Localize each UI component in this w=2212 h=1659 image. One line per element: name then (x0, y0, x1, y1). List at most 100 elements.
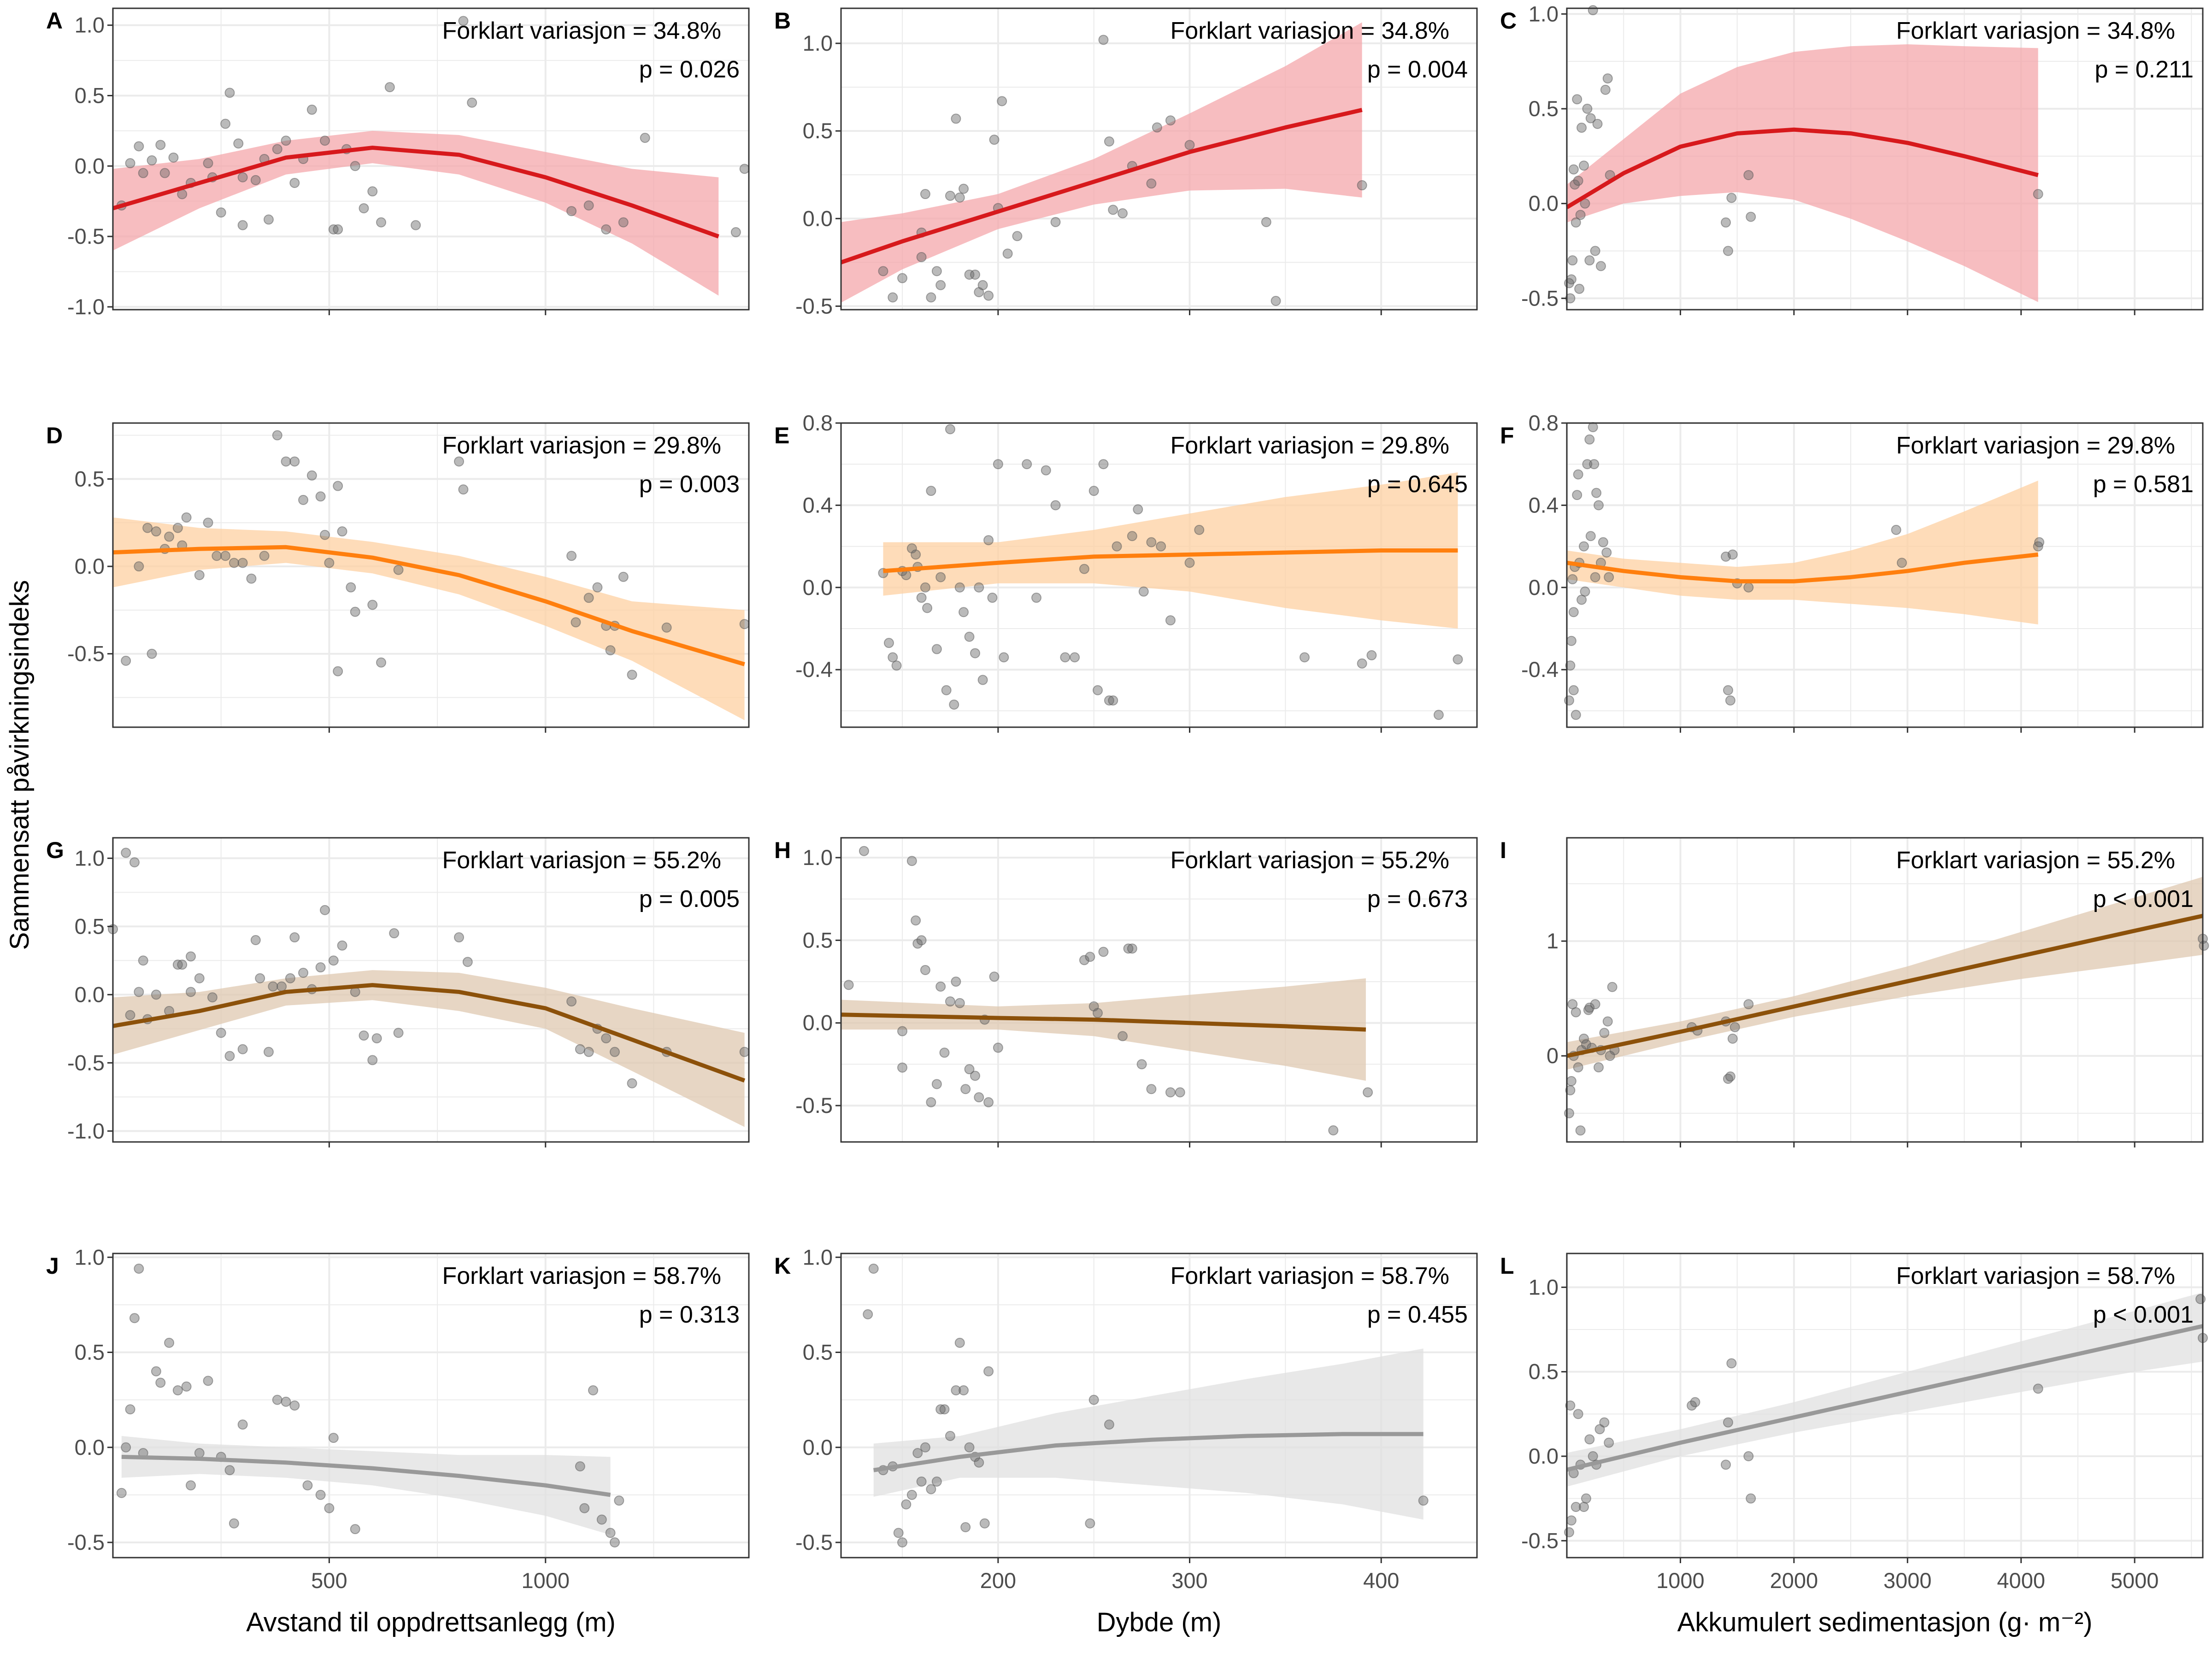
data-point (906, 543, 917, 554)
data-point (1572, 94, 1583, 105)
data-points (843, 846, 1373, 1135)
x-axis-label-sedimentation: Akkumulert sedimentasjon (g· m⁻²) (1677, 1607, 2093, 1637)
data-point (935, 572, 946, 582)
data-point (916, 1477, 927, 1487)
y-tick-label: 0 (1547, 1043, 1559, 1068)
data-point (121, 655, 131, 666)
panel-border (1566, 1253, 2204, 1559)
data-point (883, 638, 894, 648)
data-point (1725, 695, 1735, 706)
data-point (1152, 122, 1162, 133)
data-point (134, 141, 144, 152)
data-point (1727, 549, 1738, 560)
data-point (2195, 1294, 2206, 1304)
y-tick-label: -1.0 (67, 1118, 105, 1143)
data-point (1184, 140, 1195, 150)
data-points (878, 35, 1367, 306)
data-point (216, 1028, 226, 1038)
data-point (203, 1376, 213, 1386)
confidence-band (113, 517, 745, 720)
data-point (916, 252, 927, 262)
variance-label: Forklart variasjon = 29.8% (1896, 432, 2176, 459)
data-point (116, 1488, 127, 1498)
panel-letter: F (1500, 423, 1514, 448)
data-point (1572, 490, 1583, 500)
data-point (888, 652, 898, 663)
data-point (337, 940, 347, 951)
data-point (393, 565, 404, 575)
data-point (1088, 1394, 1099, 1405)
data-point (1571, 710, 1581, 720)
data-point (566, 996, 577, 1007)
y-tick-label: -0.5 (795, 1530, 833, 1554)
data-point (640, 133, 650, 143)
y-tick-label: -0.5 (795, 1093, 833, 1118)
data-point (1590, 999, 1600, 1010)
data-point (467, 97, 477, 108)
data-point (138, 168, 148, 178)
data-point (333, 224, 343, 235)
data-point (125, 1010, 135, 1020)
confidence-band (1567, 480, 2038, 625)
y-tick-label: 0.5 (803, 1340, 833, 1365)
data-point (1727, 1033, 1738, 1044)
data-point (901, 570, 912, 580)
data-point (2033, 1383, 2043, 1394)
data-point (1600, 84, 1611, 95)
x-tick-label: 400 (1363, 1568, 1399, 1593)
panel-border (112, 7, 750, 311)
data-point (1599, 1028, 1610, 1038)
data-point (596, 1514, 607, 1525)
panel-border (840, 837, 1478, 1143)
panel-border (840, 7, 1478, 311)
y-tick-label: 0.4 (1529, 493, 1559, 517)
data-point (931, 266, 942, 276)
y-tick-label: 1.0 (1529, 1275, 1559, 1299)
fitted-line (1566, 913, 2203, 1058)
x-axis-label-depth: Dybde (m) (1097, 1607, 1222, 1637)
data-point (181, 512, 192, 523)
data-point (959, 183, 969, 194)
y-tick-label: 1.0 (75, 1245, 105, 1269)
y-tick-label: 0.0 (803, 1011, 833, 1035)
grid-lines (841, 838, 1477, 1142)
data-point (350, 1524, 360, 1535)
data-point (970, 648, 980, 659)
panel-f: -0.4 0.0 0.4 0.8 Forklart variasjon = 29.8% p… (1500, 411, 2204, 733)
y-tick-label: 1.0 (1529, 1, 1559, 26)
data-point (224, 1465, 235, 1476)
data-point (987, 593, 998, 603)
data-point (185, 951, 196, 962)
data-point (411, 220, 421, 230)
panel-g: -1.0 -0.5 0.0 0.5 1.0 Forklart variasjon = 55… (46, 837, 750, 1147)
data-point (454, 932, 465, 943)
data-point (901, 1499, 912, 1510)
panel-letter: A (46, 8, 63, 34)
data-point (285, 973, 295, 983)
data-point (320, 529, 330, 540)
data-point (1165, 115, 1176, 126)
data-point (1599, 1417, 1610, 1428)
data-point (376, 657, 387, 668)
confidence-band (841, 978, 1366, 1081)
data-point (203, 518, 213, 528)
panel-background (841, 838, 1477, 1142)
y-tick-label: -1.0 (67, 294, 105, 319)
data-point (1564, 1108, 1574, 1118)
data-point (1690, 1397, 1700, 1407)
data-point (376, 217, 387, 228)
p-value-label: p = 0.455 (1367, 1301, 1468, 1328)
data-point (168, 152, 179, 163)
data-point (2034, 537, 2045, 547)
data-point (1598, 537, 1608, 547)
data-point (1108, 205, 1118, 215)
variance-label: Forklart variasjon = 58.7% (442, 1263, 722, 1289)
data-point (1590, 246, 1600, 256)
data-point (931, 644, 942, 654)
data-point (893, 1528, 904, 1538)
x-tick-label: 300 (1171, 1568, 1207, 1593)
data-points (1564, 5, 2043, 304)
fitted-line (873, 1432, 1424, 1472)
data-point (970, 1071, 980, 1081)
data-point (1896, 558, 1907, 568)
